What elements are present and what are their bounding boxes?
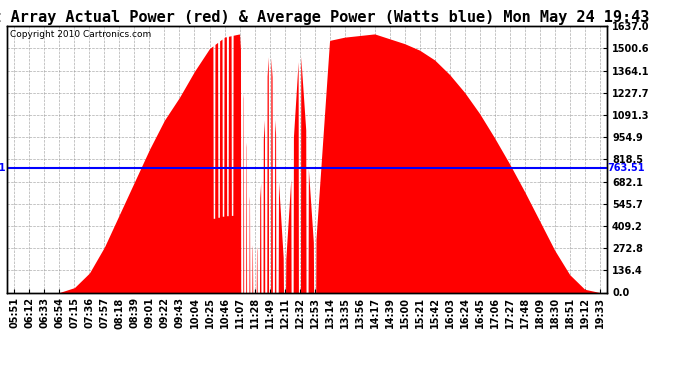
Title: West Array Actual Power (red) & Average Power (Watts blue) Mon May 24 19:43: West Array Actual Power (red) & Average … [0,10,649,25]
Text: Copyright 2010 Cartronics.com: Copyright 2010 Cartronics.com [10,30,151,39]
Text: 763.51: 763.51 [608,164,645,173]
Text: 763.51: 763.51 [0,164,6,173]
